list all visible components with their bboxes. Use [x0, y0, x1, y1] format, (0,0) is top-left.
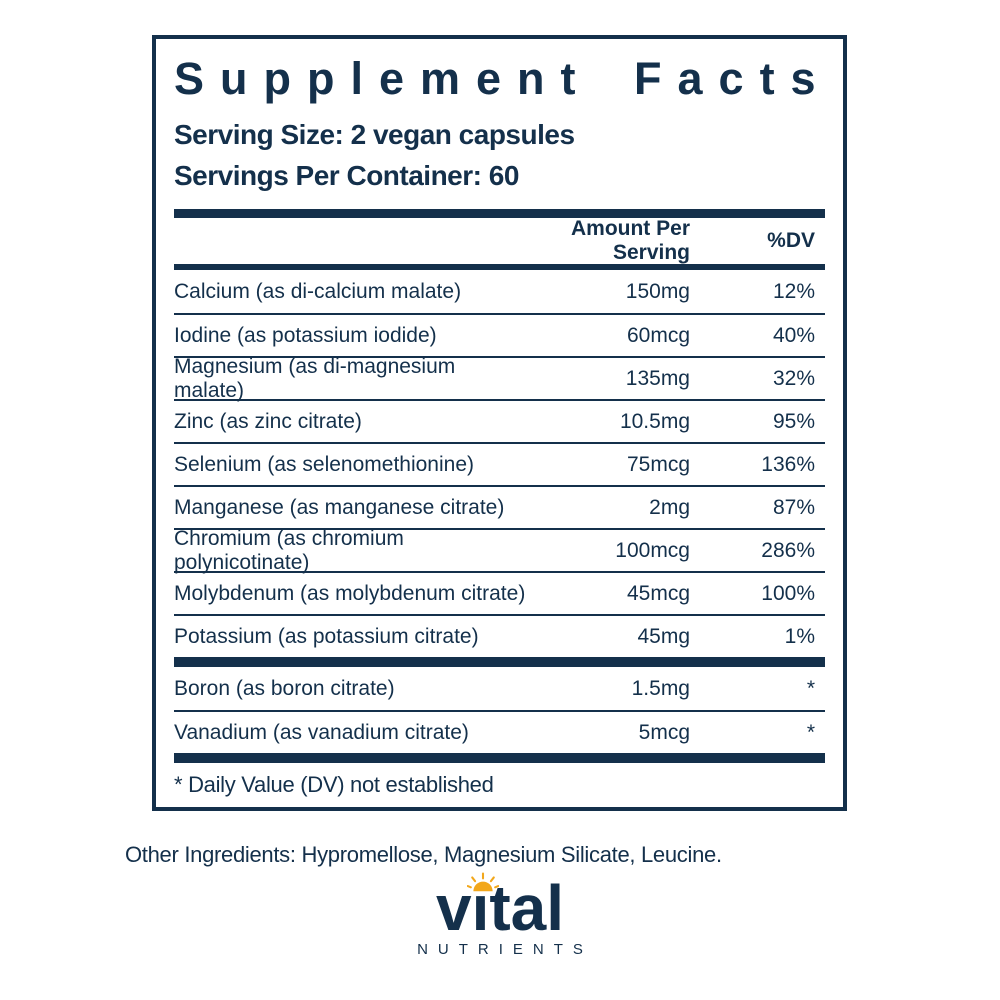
nutrient-dv: 40%: [772, 323, 815, 347]
nutrient-amount: 5mcg: [638, 720, 690, 744]
nutrient-amount: 75mcg: [626, 452, 690, 476]
table-row: Potassium (as potassium citrate) 45mg 1%: [174, 614, 825, 657]
brand-name: vital: [436, 872, 564, 940]
panel-title: Supplement Facts: [174, 53, 832, 104]
brand-logo: vital NUTRIENTS: [0, 872, 1000, 958]
nutrient-name: Magnesium (as di-magnesium malate): [174, 354, 456, 402]
divider-bottom: [174, 753, 825, 763]
nutrient-dv: 1%: [784, 624, 815, 648]
table-row: Selenium (as selenomethionine) 75mcg 136…: [174, 442, 825, 485]
table-row: Chromium (as chromium polynicotinate) 10…: [174, 527, 825, 574]
nutrient-amount: 10.5mg: [619, 409, 690, 433]
column-header-amount-per-serving: Amount Per Serving: [570, 217, 690, 264]
table-header-row: Amount Per Serving %DV: [174, 217, 825, 264]
table-row: Vanadium (as vanadium citrate) 5mcg *: [174, 710, 825, 753]
table-row: Zinc (as zinc citrate) 10.5mg 95%: [174, 399, 825, 442]
nutrient-table-no-dv: Boron (as boron citrate) 1.5mg * Vanadiu…: [174, 667, 825, 753]
nutrient-name: Zinc (as zinc citrate): [174, 409, 362, 433]
nutrient-name: Chromium (as chromium polynicotinate): [174, 526, 404, 574]
supplement-facts-panel: Supplement Facts Serving Size: 2 vegan c…: [152, 35, 847, 811]
table-row: Magnesium (as di-magnesium malate) 135mg…: [174, 355, 825, 402]
nutrient-dv: 32%: [772, 366, 815, 390]
nutrient-name: Molybdenum (as molybdenum citrate): [174, 581, 526, 605]
nutrient-amount: 1.5mg: [631, 676, 690, 700]
serving-size: Serving Size: 2 vegan capsules: [174, 119, 575, 150]
other-ingredients-text: Other Ingredients: Hypromellose, Magnesi…: [125, 842, 722, 867]
nutrient-table-main: Calcium (as di-calcium malate) 150mg 12%…: [174, 270, 825, 657]
table-row: Molybdenum (as molybdenum citrate) 45mcg…: [174, 571, 825, 614]
nutrient-name: Manganese (as manganese citrate): [174, 495, 505, 519]
nutrient-name: Selenium (as selenomethionine): [174, 452, 474, 476]
nutrient-name: Calcium (as di-calcium malate): [174, 279, 462, 303]
nutrient-name: Vanadium (as vanadium citrate): [174, 720, 469, 744]
divider-below-header: [174, 264, 825, 270]
nutrient-amount: 2mg: [649, 495, 690, 519]
nutrient-name: Potassium (as potassium citrate): [174, 624, 479, 648]
table-row: Iodine (as potassium iodide) 60mcg 40%: [174, 313, 825, 356]
table-row: Manganese (as manganese citrate) 2mg 87%: [174, 485, 825, 528]
nutrient-dv: 87%: [772, 495, 815, 519]
nutrient-dv: *: [806, 720, 815, 744]
column-header-dv: %DV: [767, 229, 815, 252]
nutrient-dv: 12%: [772, 279, 815, 303]
nutrient-dv: 286%: [761, 538, 815, 562]
brand-name-text: vital: [435, 872, 565, 944]
brand-subtitle: NUTRIENTS: [417, 941, 593, 958]
nutrient-dv: *: [806, 676, 815, 700]
nutrient-dv: 95%: [772, 409, 815, 433]
table-row: Boron (as boron citrate) 1.5mg *: [174, 667, 825, 710]
nutrient-amount: 45mcg: [626, 581, 690, 605]
sun-icon: [466, 872, 499, 892]
servings-per-container: Servings Per Container: 60: [174, 160, 519, 191]
nutrient-amount: 100mcg: [615, 538, 690, 562]
nutrient-name: Iodine (as potassium iodide): [174, 323, 437, 347]
table-row: Calcium (as di-calcium malate) 150mg 12%: [174, 270, 825, 313]
nutrient-name: Boron (as boron citrate): [174, 676, 395, 700]
nutrient-dv: 136%: [761, 452, 815, 476]
nutrient-amount: 150mg: [625, 279, 690, 303]
divider-table-top: [174, 209, 825, 218]
nutrient-amount: 45mg: [637, 624, 690, 648]
nutrient-amount: 135mg: [625, 366, 690, 390]
dv-footnote: * Daily Value (DV) not established: [174, 772, 494, 797]
nutrient-dv: 100%: [761, 581, 815, 605]
nutrient-amount: 60mcg: [626, 323, 690, 347]
divider-mid: [174, 657, 825, 667]
